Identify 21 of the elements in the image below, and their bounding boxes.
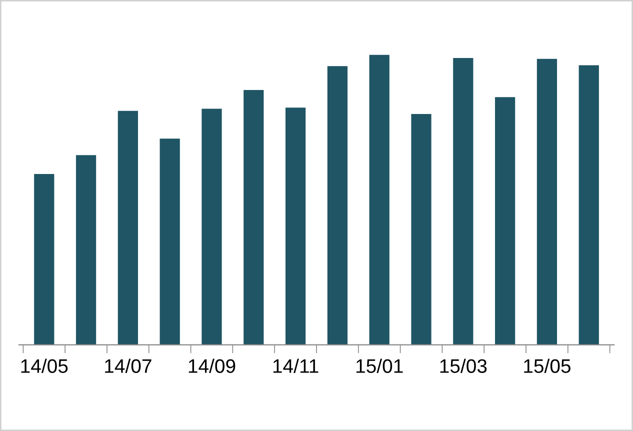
- x-tick-label: 14/11: [273, 358, 318, 373]
- bar: [34, 174, 54, 345]
- x-tick-label: 14/09: [188, 358, 236, 373]
- bar: [578, 65, 599, 345]
- bar: [453, 58, 474, 345]
- bar: [160, 138, 180, 345]
- x-tick-label: 15/01: [356, 358, 403, 373]
- bar: [76, 155, 96, 345]
- bar: [118, 110, 138, 345]
- bar: [411, 114, 432, 345]
- bar: [327, 66, 348, 345]
- bar: [202, 108, 222, 345]
- x-tick-label: 15/05: [524, 358, 570, 373]
- bar: [244, 90, 264, 345]
- x-tick-label: 14/07: [105, 358, 152, 373]
- bar: [285, 108, 306, 345]
- bar: [495, 97, 516, 345]
- x-tick-label: 15/03: [440, 358, 487, 373]
- x-tick-label: 14/05: [21, 358, 68, 373]
- bar: [536, 58, 558, 345]
- bar: [369, 54, 390, 345]
